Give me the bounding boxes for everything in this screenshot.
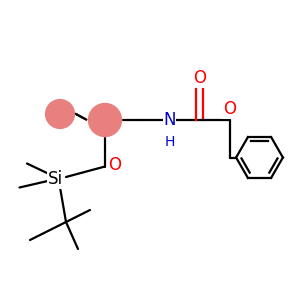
Text: O: O <box>193 69 206 87</box>
Circle shape <box>46 100 74 128</box>
Text: Si: Si <box>48 169 63 188</box>
Circle shape <box>88 103 122 136</box>
Text: H: H <box>164 136 175 149</box>
Text: O: O <box>108 156 121 174</box>
Text: N: N <box>163 111 176 129</box>
Text: O: O <box>223 100 236 118</box>
